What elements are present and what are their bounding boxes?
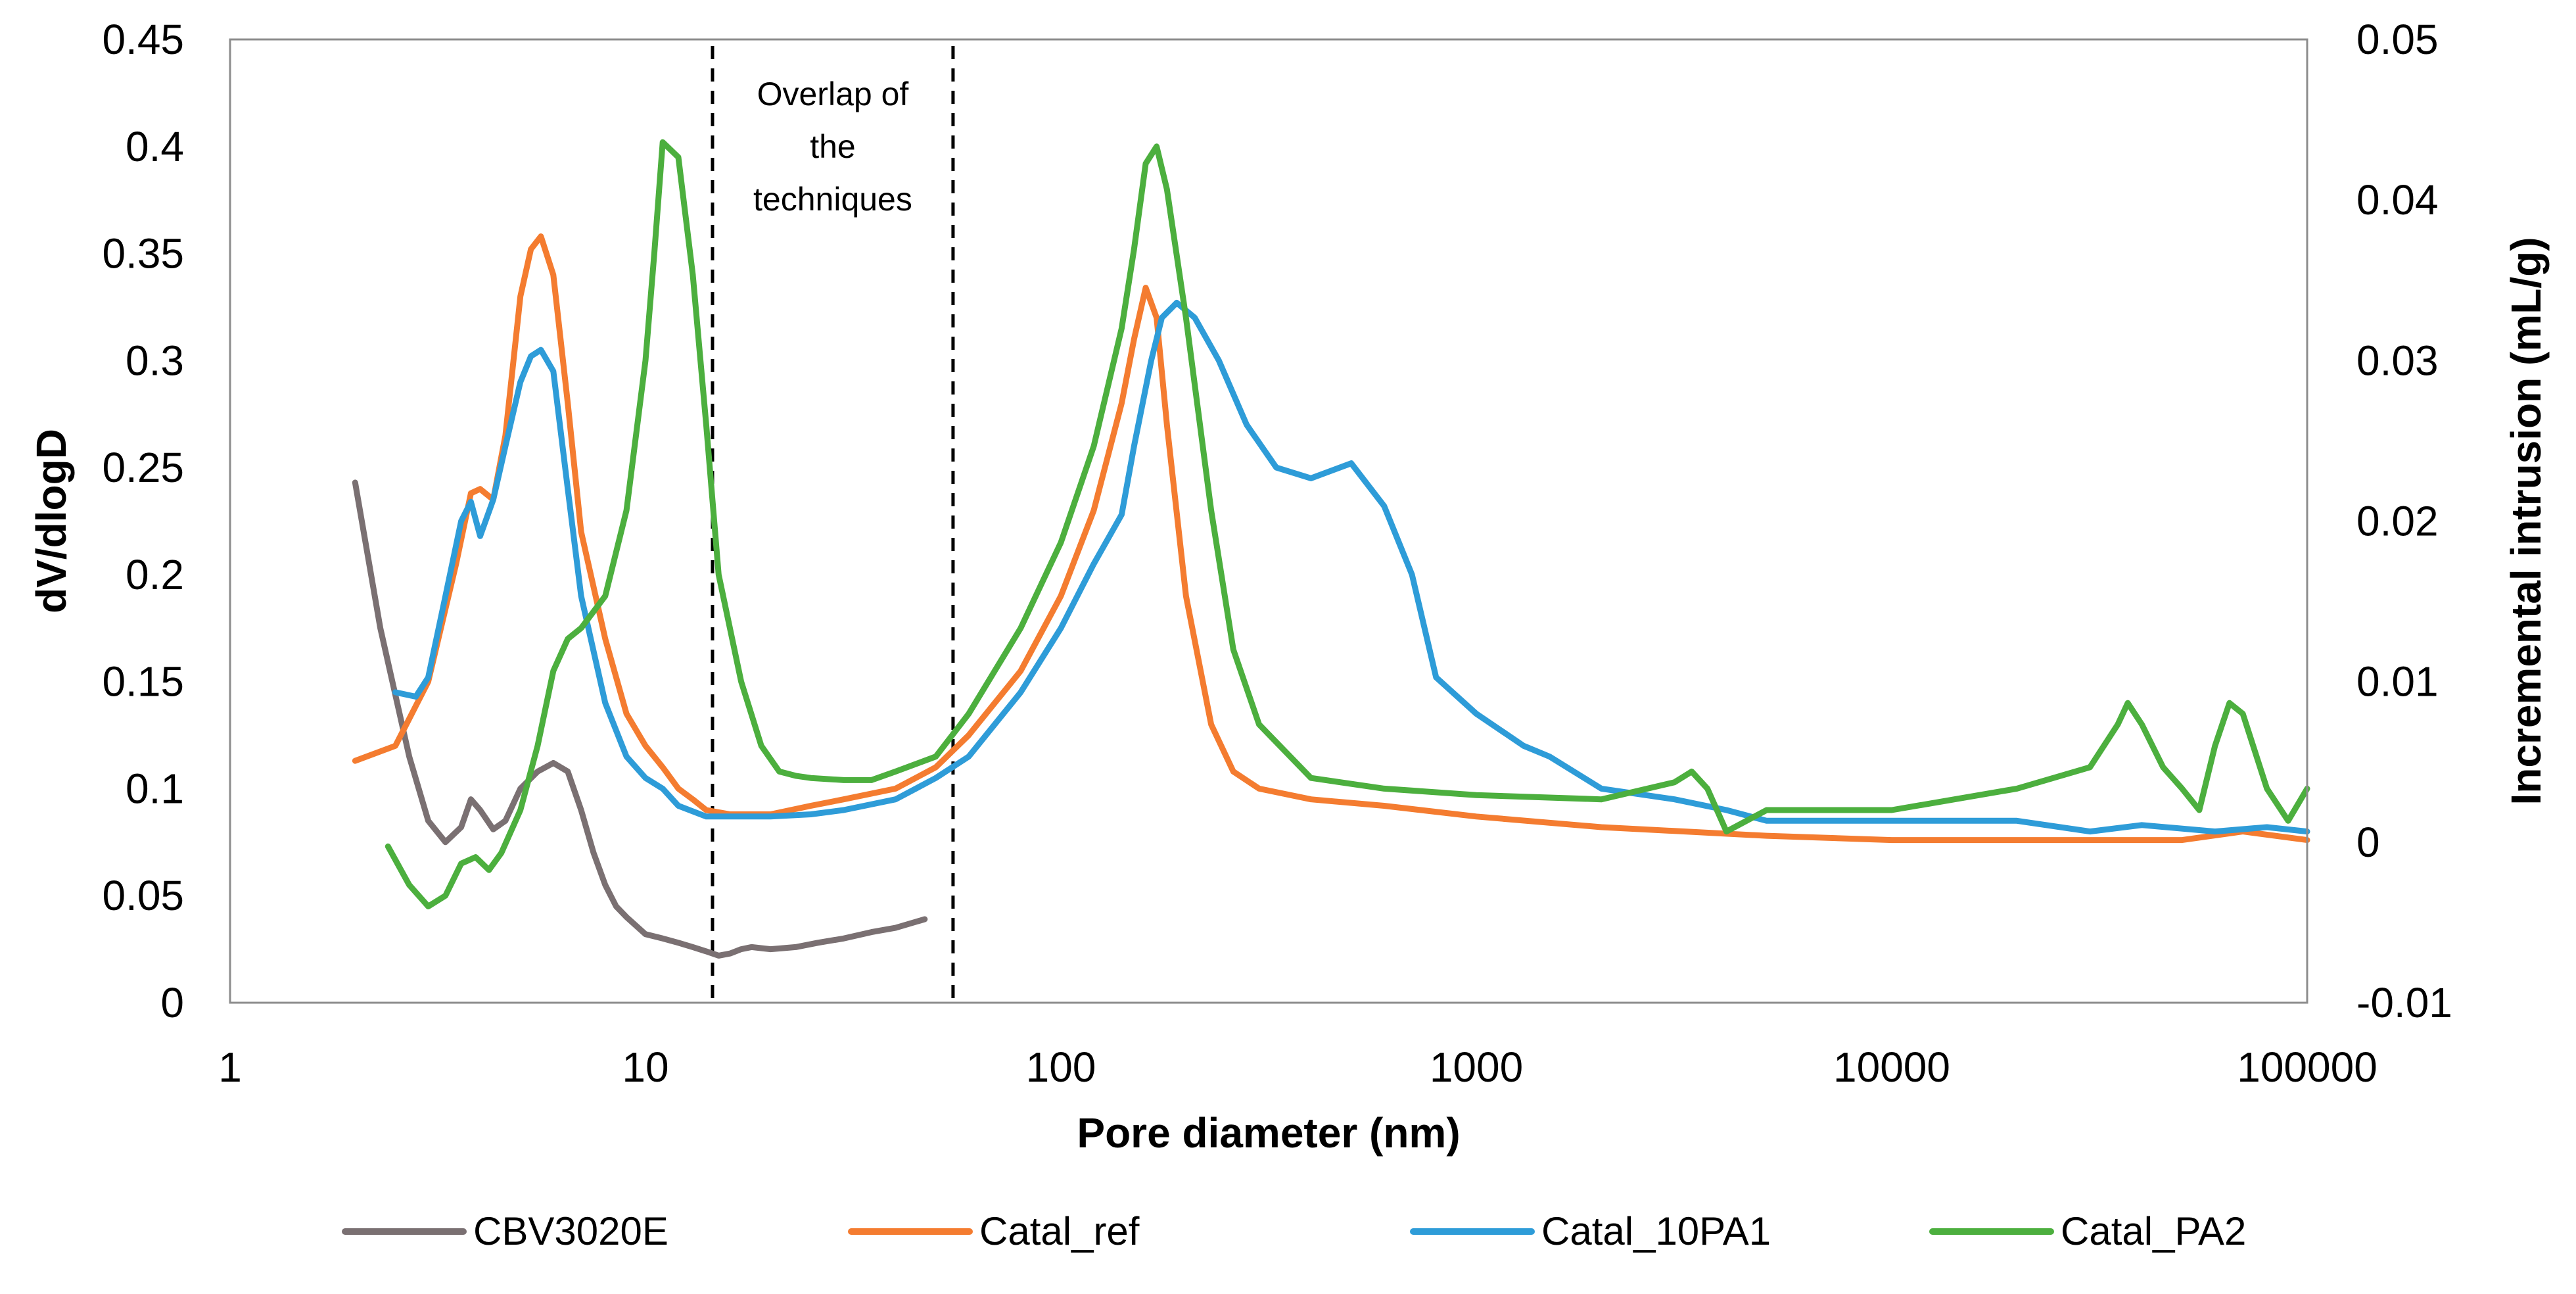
- x-tick-label: 10000: [1833, 1043, 1950, 1091]
- x-axis-ticks: 1 10 100 1000 10000 100000: [218, 1043, 2377, 1091]
- plot-area-frame: [229, 38, 2308, 1004]
- x-tick-label: 1: [218, 1043, 242, 1091]
- y-tick-label: 0.3: [126, 337, 184, 384]
- y-tick-label: 0.05: [102, 872, 184, 919]
- y2-tick-label: 0: [2356, 819, 2380, 866]
- overlap-annotation-line-3: techniques: [753, 181, 912, 218]
- y2-tick-label: 0.03: [2356, 337, 2439, 384]
- x-tick-label: 1000: [1430, 1043, 1523, 1091]
- overlap-annotation-line-1: Overlap of: [757, 76, 909, 112]
- y-tick-label: 0.1: [126, 765, 184, 812]
- y2-axis-ticks: -0.01 0 0.01 0.02 0.03 0.04 0.05: [2356, 16, 2452, 1026]
- x-tick-label: 10: [622, 1043, 668, 1091]
- y2-tick-label: 0.01: [2356, 658, 2439, 706]
- series-line-cbv3020e: [352, 479, 928, 959]
- y-tick-label: 0.45: [102, 16, 184, 63]
- y2-tick-label: 0.02: [2356, 498, 2439, 545]
- y2-tick-label: 0.05: [2356, 16, 2439, 63]
- series-line-catal-pa2: [385, 139, 2310, 909]
- legend-label: CBV3020E: [473, 1209, 668, 1253]
- legend-label: Catal_ref: [979, 1209, 1140, 1253]
- x-tick-label: 100000: [2237, 1043, 2377, 1091]
- y2-tick-label: -0.01: [2356, 979, 2452, 1026]
- y-tick-label: 0.2: [126, 551, 184, 598]
- legend: CBV3020E Catal_ref Catal_10PA1 Catal_PA2: [342, 1209, 2246, 1253]
- y-tick-label: 0.25: [102, 444, 184, 491]
- y-axis-title: dV/dlogD: [28, 429, 75, 613]
- y2-tick-label: 0.04: [2356, 176, 2439, 224]
- legend-label: Catal_PA2: [2061, 1209, 2246, 1253]
- y2-axis-title: Incremental intrusion (mL/g): [2502, 237, 2550, 805]
- y-tick-label: 0.4: [126, 123, 184, 170]
- y-tick-label: 0.35: [102, 230, 184, 277]
- series-line-catal-ref: [352, 233, 2310, 844]
- series-layer: [352, 139, 2310, 959]
- y-tick-label: 0: [160, 979, 184, 1026]
- y-axis-ticks: 0 0.05 0.1 0.15 0.2 0.25 0.3 0.35 0.4 0.45: [102, 16, 184, 1026]
- x-tick-label: 100: [1026, 1043, 1096, 1091]
- y-tick-label: 0.15: [102, 658, 184, 706]
- overlap-region: Overlap of the techniques: [711, 46, 955, 1003]
- x-axis-title: Pore diameter (nm): [1077, 1109, 1460, 1157]
- legend-label: Catal_10PA1: [1541, 1209, 1771, 1253]
- overlap-annotation-line-2: the: [810, 128, 856, 165]
